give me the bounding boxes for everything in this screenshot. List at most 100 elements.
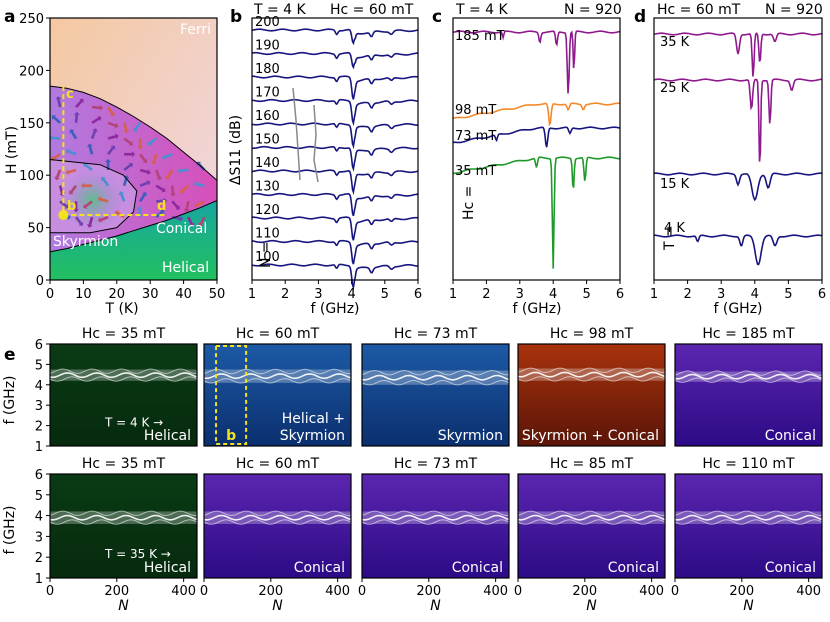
header-d-left: Hc = 60 mT — [657, 2, 741, 18]
spin-arrow — [51, 136, 61, 140]
heatmap-2-5: Hc = 110 mT Conical 0 200 400 N — [671, 456, 823, 614]
x-tick-label: 6 — [818, 287, 826, 302]
panel-letter-a: a — [4, 7, 15, 27]
mode-line — [361, 374, 510, 381]
label-skyrmion: Skyrmion — [53, 234, 118, 250]
spin-arrow-head — [132, 151, 136, 158]
x-tick-label-e: 200 — [258, 584, 283, 599]
guide-line-grey — [313, 104, 319, 183]
heatmap-frame — [517, 473, 666, 579]
spin-arrow-head — [165, 175, 171, 180]
x-tick-label: 2 — [281, 287, 289, 302]
y-tick-label-e: 2 — [35, 551, 43, 566]
x-tick-label-e: 200 — [416, 584, 441, 599]
spectrum-curve-n180 — [252, 75, 419, 100]
axes-frame-d — [653, 17, 823, 281]
spin-arrow — [139, 181, 149, 187]
mode-line — [674, 519, 823, 525]
spin-arrow — [152, 153, 158, 163]
heatmap-background — [50, 474, 197, 578]
measurement-point — [58, 210, 69, 221]
heatmap-title: Hc = 110 mT — [702, 456, 795, 472]
spectrum-curve-15K — [653, 172, 823, 202]
mode-line — [361, 510, 510, 517]
spin-arrow-head — [100, 176, 106, 182]
mode-line — [49, 519, 198, 525]
x-tick-label-e: 0 — [514, 584, 522, 599]
x-tick-label-e: 200 — [104, 584, 129, 599]
x-tick-label: 2 — [482, 287, 490, 302]
y-tick-label-e: 1 — [35, 440, 43, 455]
mode-line — [203, 510, 352, 517]
header-b-right: Hc = 60 mT — [330, 2, 414, 18]
mode-line — [49, 510, 198, 517]
mode-line — [203, 378, 352, 384]
x-tick-label-e: 400 — [171, 584, 196, 599]
series-label-35mT: 35 mT — [455, 164, 496, 179]
series-label-n100: 100 — [255, 250, 280, 265]
spin-arrow — [57, 98, 62, 108]
heatmap-state-label: Helical + — [282, 411, 345, 427]
mode-line — [517, 367, 666, 374]
mode-band — [675, 371, 822, 382]
series-label-n150: 150 — [255, 133, 280, 148]
spectrum-curve-35mT — [453, 156, 621, 269]
spin-arrow — [107, 106, 114, 115]
x-tick-label: 5 — [582, 287, 590, 302]
y-tick-label-e: 3 — [35, 399, 43, 414]
spin-arrow-head — [114, 133, 119, 140]
mode-line — [203, 368, 352, 375]
mode-line — [203, 514, 352, 521]
heatmap-grid: Hc = 35 mT Helical 1 2 3 4 5 6 T = 4 K → Hc = 60 … — [35, 326, 823, 614]
spin-arrow-head — [196, 161, 202, 167]
spin-arrow — [170, 185, 175, 194]
y-tick-label-e: 4 — [35, 510, 43, 525]
highlight-box — [215, 345, 248, 445]
mode-line — [674, 514, 823, 521]
spin-arrow-head — [109, 112, 115, 117]
spectra-b: 200 190 180 170 160 150 140 130 120 110 100 1 2 3 4 5 6 — [248, 15, 422, 302]
t-equals-label: T = — [662, 225, 678, 251]
spin-arrow — [84, 164, 93, 171]
x-tick-label: 5 — [784, 287, 792, 302]
x-tick-label: 4 — [549, 287, 557, 302]
x-tick-label: 6 — [616, 287, 624, 302]
axes-frame-b — [251, 17, 419, 281]
y-tick-label-e: 4 — [35, 379, 43, 394]
x-axis-label-e: N — [272, 598, 283, 614]
mode-line — [49, 376, 198, 382]
boundary-upper — [50, 85, 217, 181]
heatmap-1-5: Hc = 185 mT Conical — [674, 326, 823, 447]
spectrum-curve-n140 — [251, 169, 419, 196]
spectrum-curve-n110 — [251, 239, 419, 265]
x-tick-label: 1 — [650, 287, 658, 302]
spin-arrow-head — [118, 191, 125, 196]
x-tick-label-e: 400 — [796, 584, 821, 599]
spectrum-curve-n160 — [251, 122, 418, 150]
spin-arrow-head — [97, 116, 102, 122]
spin-arrow — [139, 168, 149, 174]
heatmap-state-label: Helical — [144, 560, 191, 576]
header-c-right: N = 920 — [564, 2, 622, 18]
spin-arrow — [107, 135, 117, 140]
spectrum-curve-35K — [653, 32, 823, 77]
spin-arrow — [181, 184, 190, 192]
mode-line — [674, 370, 823, 376]
spin-arrow-head — [92, 128, 98, 133]
spin-arrow — [196, 200, 205, 207]
y-tick-label-e: 5 — [35, 358, 43, 373]
spin-arrow — [196, 182, 205, 187]
heatmap-frame — [203, 343, 352, 447]
mode-line — [517, 514, 666, 521]
spin-arrow — [68, 168, 77, 174]
series-label-n180: 180 — [255, 62, 280, 77]
series-label-n160: 160 — [255, 109, 280, 124]
heatmap-background — [675, 344, 822, 446]
spin-arrow — [58, 185, 64, 194]
x-axis-label-e: N — [118, 598, 129, 614]
y-axis-label-b: ΔS11 (dB) — [228, 115, 244, 185]
spin-arrow — [91, 105, 101, 110]
spin-arrow — [70, 184, 78, 193]
header-d-right: N = 920 — [765, 2, 823, 18]
guide-line-grey — [292, 87, 301, 181]
